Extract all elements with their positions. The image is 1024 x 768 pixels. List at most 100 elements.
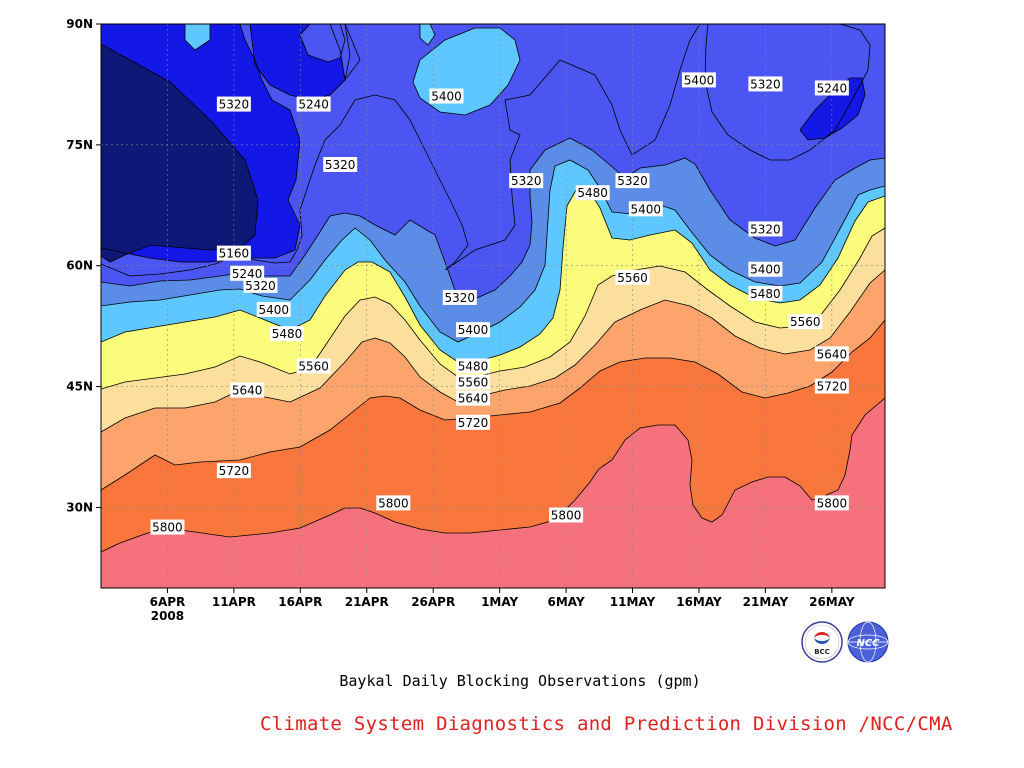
contour-label: 5400 — [628, 201, 663, 217]
x-tick-label: 16MAY — [676, 595, 722, 609]
contour-label-text: 5480 — [272, 327, 303, 341]
contour-label-text: 5640 — [232, 384, 263, 398]
svg-text:BCC: BCC — [814, 648, 830, 656]
chart-caption: Baykal Daily Blocking Observations (gpm) — [339, 672, 701, 690]
contour-label-text: 5800 — [152, 521, 183, 535]
bcc-logo: BCC — [801, 621, 843, 663]
contour-line-b5400b — [329, 24, 361, 81]
contour-label-text: 5320 — [617, 174, 648, 188]
contour-label: 5640 — [814, 346, 849, 362]
contour-label-text: 5480 — [458, 359, 489, 373]
contour-label: 5560 — [615, 269, 650, 285]
contour-line-b5240b — [704, 24, 871, 161]
y-axis: 30N 45N 60N 75N 90N — [66, 17, 101, 514]
contour-label-text: 5400 — [431, 90, 462, 104]
contour-label-text: 5400 — [258, 303, 289, 317]
contour-label: 5720 — [456, 414, 491, 430]
contour-label: 5560 — [456, 374, 491, 390]
band-5240c-fill — [250, 24, 350, 100]
contour-label-text: 5800 — [551, 508, 582, 522]
svg-text:NCC: NCC — [856, 638, 880, 649]
contour-label-text: 5240 — [232, 267, 263, 281]
contour-label-text: 5240 — [817, 81, 848, 95]
contour-label: 5240 — [814, 80, 849, 96]
contour-label-text: 5320 — [219, 98, 250, 112]
contour-label: 5240 — [230, 265, 265, 281]
contour-label: 5720 — [814, 378, 849, 394]
contour-line-b5640 — [101, 269, 885, 588]
contour-label-text: 5320 — [445, 291, 476, 305]
y-tick-label: 75N — [66, 138, 93, 152]
contour-label: 5320 — [442, 289, 477, 305]
contour-label: 5240 — [296, 96, 331, 112]
contour-label-text: 5320 — [750, 222, 781, 236]
band-5400b-fill — [330, 24, 360, 80]
contour-label: 5640 — [456, 390, 491, 406]
contour-label: 5400 — [681, 72, 716, 88]
plot-frame — [100, 23, 886, 589]
contour-label-text: 5720 — [458, 416, 489, 430]
contour-label-text: 5560 — [458, 376, 489, 390]
contour-line-cyanMid — [412, 27, 521, 116]
contour-line-pocket — [799, 77, 866, 141]
y-tick-label: 30N — [66, 500, 93, 514]
contour-fills — [101, 24, 885, 588]
y-tick-label: 45N — [66, 380, 93, 394]
contour-label: 5560 — [296, 358, 331, 374]
contour-line-b5720 — [101, 319, 885, 588]
contour-label: 5320 — [748, 221, 783, 237]
x-axis: 6APR 11APR 16APR 21APR 26APR 1MAY 6MAY 11MAY 16M… — [150, 588, 855, 623]
contour-label: 5800 — [814, 495, 849, 511]
contour-label-text: 5800 — [378, 496, 409, 510]
x-tick-label: 26APR — [411, 595, 455, 609]
contour-line-b5560 — [101, 227, 885, 588]
y-tick-label: 90N — [66, 17, 93, 31]
x-tick-label: 16APR — [278, 595, 322, 609]
x-tick-label: 21MAY — [743, 595, 789, 609]
contour-label-text: 5480 — [750, 287, 781, 301]
x-tick-label: 6APR — [150, 595, 186, 609]
contour-label: 5320 — [243, 277, 278, 293]
contour-label-text: 5400 — [631, 202, 662, 216]
contour-label-text: 5400 — [458, 323, 489, 337]
contour-label: 5400 — [456, 322, 491, 338]
contour-label-text: 5240 — [298, 98, 329, 112]
contour-label: 5400 — [256, 302, 291, 318]
contour-label: 5720 — [216, 463, 251, 479]
contour-label: 5160 — [216, 245, 251, 261]
contour-line-b5800 — [101, 397, 885, 588]
x-tick-label: 21APR — [345, 595, 389, 609]
contour-label-text: 5320 — [511, 174, 542, 188]
contour-label: 5480 — [575, 185, 610, 201]
band-5080b-fill — [101, 44, 258, 262]
cyan-top-fill — [185, 24, 210, 50]
contour-label: 5480 — [456, 358, 491, 374]
contour-label: 5400 — [429, 88, 464, 104]
contour-label: 5480 — [748, 285, 783, 301]
contour-label: 5320 — [216, 96, 251, 112]
contour-label-text: 5640 — [458, 392, 489, 406]
contour-label: 5800 — [376, 495, 411, 511]
contour-label: 5320 — [748, 76, 783, 92]
contour-lines — [101, 24, 885, 588]
x-tick-label: 6MAY — [548, 595, 585, 609]
contour-label: 5320 — [323, 157, 358, 172]
contour-line-b5320 — [101, 137, 885, 588]
contour-line-b5400 — [101, 159, 885, 588]
contour-label: 5480 — [270, 326, 305, 342]
contour-label-text: 5720 — [219, 464, 250, 478]
contour-line-b5160 — [101, 24, 301, 263]
contour-line-b5480 — [101, 189, 885, 588]
ncc-logo: NCC — [847, 621, 889, 663]
contour-label-text: 5640 — [817, 347, 848, 361]
y-tick-label: 60N — [66, 259, 93, 273]
credit-line: Climate System Diagnostics and Predictio… — [260, 713, 953, 735]
contour-label-text: 5560 — [617, 271, 648, 285]
contour-label-text: 5480 — [577, 186, 608, 200]
grid-lines — [101, 24, 885, 588]
contour-label-text: 5320 — [750, 77, 781, 91]
contour-label: 5800 — [150, 519, 185, 535]
contour-label: 5400 — [748, 261, 783, 277]
